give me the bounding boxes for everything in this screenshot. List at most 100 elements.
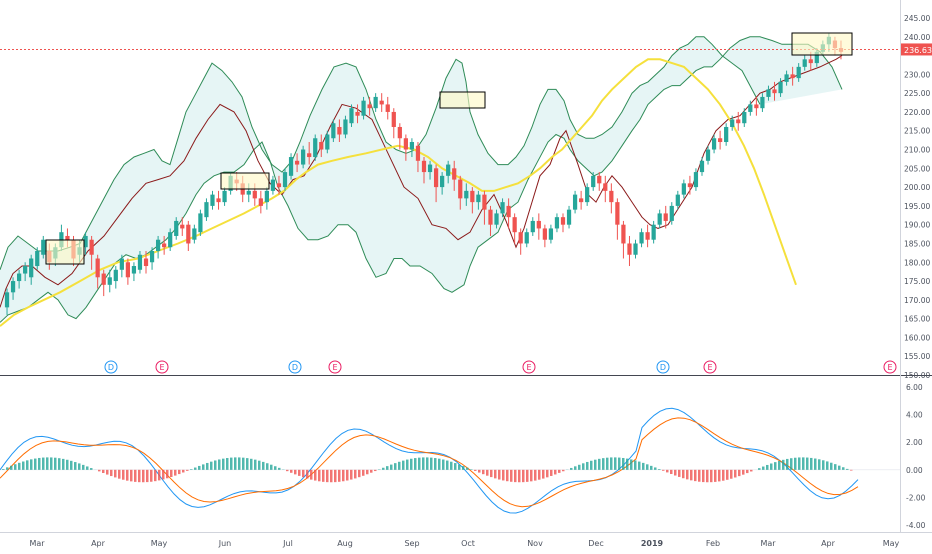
macd-histogram-bar bbox=[2, 469, 5, 470]
macd-histogram-bar bbox=[778, 461, 781, 470]
macd-tick-label: 2.00 bbox=[906, 438, 923, 447]
macd-histogram-bar bbox=[210, 462, 213, 470]
candle-body bbox=[132, 266, 136, 274]
candle-body bbox=[422, 161, 426, 172]
macd-histogram-bar bbox=[742, 470, 745, 475]
macd-histogram-bar bbox=[490, 470, 493, 477]
macd-histogram-bar bbox=[526, 470, 529, 482]
candle-body bbox=[374, 97, 378, 108]
price-tick-label: 155.00 bbox=[904, 352, 930, 361]
candle-body bbox=[253, 191, 257, 199]
macd-histogram-bar bbox=[22, 461, 25, 469]
candle-body bbox=[682, 183, 686, 194]
macd-histogram-bar bbox=[694, 470, 697, 481]
macd-histogram-bar bbox=[806, 458, 809, 470]
macd-histogram-bar bbox=[546, 470, 549, 478]
price-tick-label: 185.00 bbox=[904, 239, 930, 248]
macd-histogram-bar bbox=[706, 470, 709, 482]
macd-histogram-bar bbox=[74, 462, 77, 470]
macd-histogram-bar bbox=[270, 465, 273, 470]
macd-histogram-bar bbox=[642, 463, 645, 470]
macd-histogram-bar bbox=[402, 461, 405, 470]
event-marker-label: D bbox=[660, 363, 666, 372]
macd-histogram-bar bbox=[534, 470, 537, 481]
candle-body bbox=[585, 187, 589, 202]
macd-histogram-bar bbox=[582, 463, 585, 470]
candle-body bbox=[277, 183, 281, 187]
candle-body bbox=[579, 198, 583, 202]
macd-histogram-bar bbox=[174, 470, 177, 476]
macd-histogram-bar bbox=[498, 470, 501, 480]
macd-histogram-bar bbox=[126, 470, 129, 481]
price-tick-label: 160.00 bbox=[904, 333, 930, 342]
candle-body bbox=[458, 180, 462, 199]
candle-body bbox=[700, 161, 704, 172]
macd-histogram-bar bbox=[90, 468, 93, 470]
event-marker-label: E bbox=[332, 363, 337, 372]
macd-histogram-bar bbox=[682, 470, 685, 478]
macd-histogram-bar bbox=[598, 459, 601, 470]
candle-body bbox=[138, 255, 142, 270]
macd-histogram-bar bbox=[550, 470, 553, 476]
macd-histogram-bar bbox=[718, 470, 721, 482]
macd-histogram-bar bbox=[266, 463, 269, 470]
candle-body bbox=[633, 243, 637, 254]
macd-histogram-bar bbox=[298, 470, 301, 476]
candle-body bbox=[120, 259, 124, 270]
candle-body bbox=[754, 104, 758, 108]
candle-body bbox=[247, 191, 251, 195]
x-axis-label: 2019 bbox=[641, 539, 664, 548]
macd-histogram-bar bbox=[454, 463, 457, 470]
candle-body bbox=[216, 198, 220, 202]
candle-body bbox=[809, 59, 813, 63]
x-axis-label: Aug bbox=[337, 539, 353, 548]
macd-histogram-bar bbox=[338, 470, 341, 482]
macd-histogram-bar bbox=[386, 466, 389, 470]
macd-histogram-bar bbox=[26, 460, 29, 469]
macd-histogram-bar bbox=[578, 465, 581, 470]
candle-body bbox=[301, 150, 305, 165]
candle-body bbox=[222, 191, 226, 202]
macd-histogram-bar bbox=[302, 470, 305, 477]
x-axis-label: Mar bbox=[29, 539, 45, 548]
macd-histogram-bar bbox=[342, 470, 345, 481]
macd-histogram-bar bbox=[482, 470, 485, 474]
macd-histogram-bar bbox=[306, 470, 309, 479]
macd-histogram-bar bbox=[494, 470, 497, 479]
candle-body bbox=[525, 232, 529, 243]
price-tick-label: 200.00 bbox=[904, 183, 930, 192]
candle-body bbox=[772, 89, 776, 93]
macd-histogram-bar bbox=[78, 463, 81, 469]
macd-histogram-bar bbox=[206, 463, 209, 470]
candle-body bbox=[295, 161, 299, 165]
candle-body bbox=[440, 176, 444, 187]
macd-histogram-bar bbox=[46, 457, 49, 469]
macd-histogram-bar bbox=[830, 463, 833, 470]
macd-histogram-bar bbox=[770, 463, 773, 469]
candle-body bbox=[416, 146, 420, 161]
candle-body bbox=[676, 195, 680, 206]
macd-histogram-bar bbox=[610, 457, 613, 469]
candle-body bbox=[367, 104, 371, 108]
macd-histogram-bar bbox=[310, 470, 313, 480]
candle-body bbox=[343, 119, 347, 134]
macd-histogram-bar bbox=[850, 470, 853, 471]
candle-body bbox=[168, 232, 172, 247]
macd-histogram-bar bbox=[438, 459, 441, 470]
x-axis-label: Oct bbox=[461, 539, 475, 548]
candle-body bbox=[519, 232, 523, 243]
last-price-label: 236.63 bbox=[904, 46, 932, 55]
macd-histogram-bar bbox=[442, 460, 445, 470]
macd-histogram-bar bbox=[554, 470, 557, 475]
macd-histogram-bar bbox=[810, 458, 813, 470]
price-tick-label: 225.00 bbox=[904, 89, 930, 98]
macd-histogram-bar bbox=[142, 470, 145, 482]
candle-body bbox=[718, 138, 722, 142]
candle-body bbox=[428, 165, 432, 173]
macd-histogram-bar bbox=[486, 470, 489, 476]
macd-histogram-bar bbox=[730, 470, 733, 479]
price-tick-label: 190.00 bbox=[904, 221, 930, 230]
candle-body bbox=[180, 225, 184, 229]
macd-histogram-bar bbox=[518, 470, 521, 482]
macd-histogram-bar bbox=[638, 462, 641, 470]
